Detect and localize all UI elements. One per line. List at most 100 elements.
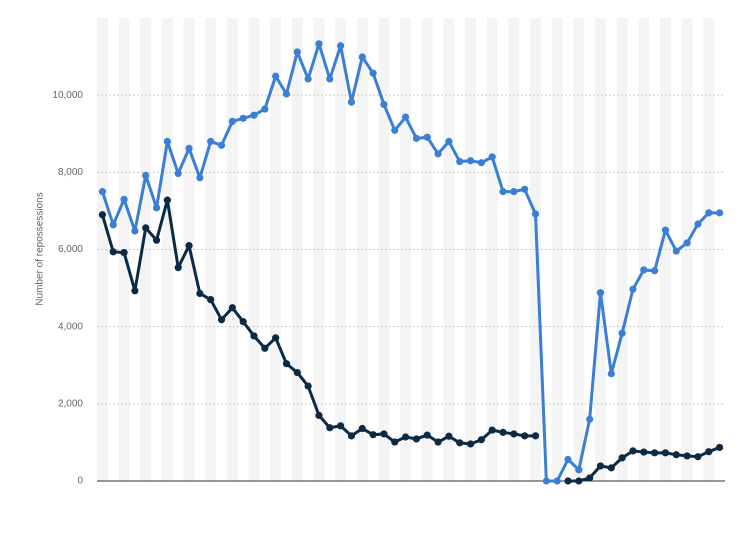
data-point (304, 382, 312, 390)
data-point (282, 360, 291, 368)
data-point (423, 431, 431, 439)
data-point (661, 449, 670, 457)
data-point (564, 455, 572, 463)
band-stripe (443, 18, 455, 481)
data-point (369, 431, 377, 439)
data-point (488, 426, 496, 434)
y-tick-label: 6,000 (58, 244, 83, 255)
data-point (174, 264, 182, 272)
data-point (401, 433, 410, 441)
data-point (337, 42, 345, 50)
data-point (380, 100, 388, 109)
data-point (575, 477, 583, 485)
data-point (661, 226, 670, 234)
y-tick-label: 0 (77, 476, 83, 487)
data-point (163, 137, 171, 146)
data-point (228, 117, 236, 126)
data-point (228, 304, 236, 312)
data-point (217, 141, 226, 149)
data-point (521, 432, 529, 440)
data-point (434, 438, 442, 446)
data-point (521, 185, 529, 193)
data-point (142, 224, 150, 232)
data-point (488, 153, 496, 161)
data-point (293, 368, 301, 377)
band-stripe (161, 18, 173, 481)
data-point (445, 137, 453, 146)
data-point (109, 221, 117, 229)
data-point (553, 477, 561, 485)
data-point (98, 188, 107, 196)
band-stripe (378, 18, 390, 481)
data-point (531, 210, 540, 218)
data-point (683, 452, 691, 460)
data-point (586, 474, 594, 482)
data-point (466, 440, 475, 448)
data-point (152, 204, 161, 212)
band-stripe (638, 18, 650, 481)
data-point (326, 75, 334, 83)
data-point (618, 329, 626, 337)
data-point (358, 424, 366, 433)
data-point (196, 289, 204, 298)
data-point (683, 239, 691, 247)
data-point (217, 316, 226, 324)
data-point (466, 157, 475, 165)
data-point (531, 432, 540, 440)
band-stripe (270, 18, 282, 481)
data-point (445, 432, 453, 440)
data-point (586, 415, 594, 423)
data-point (315, 411, 323, 420)
data-point (391, 126, 399, 134)
data-point (456, 157, 464, 166)
data-point (131, 287, 139, 295)
data-point (596, 289, 605, 297)
data-point (272, 72, 280, 80)
data-point (131, 227, 139, 235)
data-point (174, 169, 182, 178)
band-stripe (421, 18, 433, 481)
data-point (412, 435, 421, 443)
data-point (337, 422, 345, 430)
data-point (282, 90, 291, 98)
data-point (412, 134, 421, 142)
data-point (672, 247, 680, 255)
data-point (575, 466, 583, 474)
data-point (347, 432, 356, 440)
data-point (705, 448, 713, 456)
y-tick-label: 10,000 (52, 90, 83, 101)
data-point (456, 439, 464, 447)
data-point (542, 477, 550, 485)
data-point (564, 477, 572, 485)
data-point (672, 451, 680, 459)
data-point (510, 430, 518, 438)
data-point (261, 344, 269, 352)
band-stripe (486, 18, 498, 481)
data-point (618, 454, 626, 462)
data-point (401, 113, 410, 121)
data-point (694, 453, 702, 461)
data-point (207, 296, 215, 304)
data-point (185, 144, 193, 153)
data-point (715, 209, 724, 217)
data-point (207, 137, 215, 146)
band-stripe (595, 18, 606, 481)
y-tick-label: 4,000 (58, 321, 83, 332)
data-point (142, 171, 150, 180)
data-point (651, 267, 659, 275)
data-point (705, 209, 713, 217)
data-point (434, 150, 442, 158)
data-point (120, 195, 128, 203)
data-point (98, 211, 107, 219)
data-point (250, 111, 258, 119)
data-point (607, 464, 615, 472)
y-tick-label: 2,000 (58, 398, 83, 409)
data-point (596, 462, 605, 470)
data-point (499, 188, 507, 196)
data-point (347, 98, 356, 106)
band-stripe (335, 18, 347, 481)
data-point (315, 40, 323, 48)
band-stripe (703, 18, 715, 481)
y-tick-label: 8,000 (58, 167, 83, 178)
data-point (477, 436, 485, 444)
